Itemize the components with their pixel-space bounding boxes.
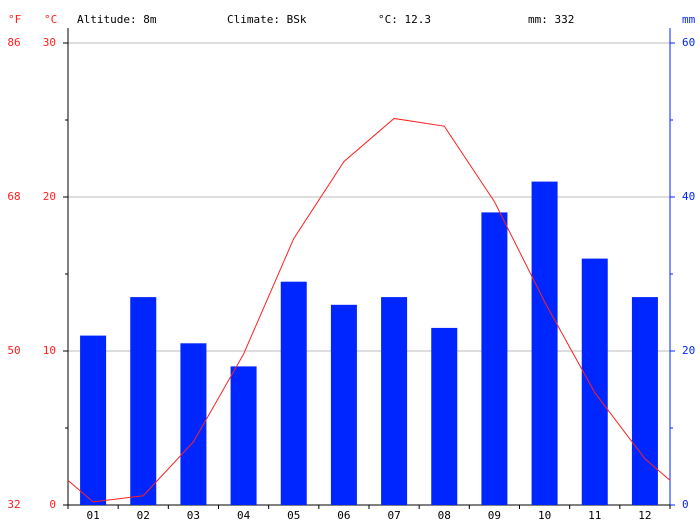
y-tick-label-f: 32 xyxy=(7,498,20,511)
y2-tick-label: 0 xyxy=(682,498,689,511)
y-tick-label: 0 xyxy=(49,498,56,511)
x-tick-label: 09 xyxy=(488,509,501,522)
y-tick-label: 10 xyxy=(43,344,56,357)
bar xyxy=(80,335,107,505)
mean-temp: °C: 12.3 xyxy=(378,13,431,26)
temperature-wrap xyxy=(644,458,671,481)
bar xyxy=(130,297,157,505)
x-tick-label: 12 xyxy=(638,509,651,522)
bar xyxy=(431,327,458,505)
altitude: Altitude: 8m xyxy=(77,13,157,26)
bar xyxy=(330,304,357,505)
y-tick-label-f: 86 xyxy=(7,36,20,49)
y-tick-label: 20 xyxy=(43,190,56,203)
unit-mm: mm xyxy=(682,13,696,26)
x-tick-label: 07 xyxy=(387,509,400,522)
temperature-line xyxy=(93,117,646,503)
unit-f: °F xyxy=(8,13,21,26)
x-tick-label: 01 xyxy=(86,509,99,522)
x-tick-label: 10 xyxy=(538,509,551,522)
y-tick-label-f: 68 xyxy=(7,190,20,203)
bar xyxy=(531,181,558,505)
x-tick-label: 08 xyxy=(438,509,451,522)
x-tick-label: 04 xyxy=(237,509,251,522)
x-tick-label: 11 xyxy=(588,509,601,522)
y2-tick-label: 60 xyxy=(682,36,695,49)
bar xyxy=(631,297,658,505)
bar xyxy=(481,212,508,505)
climate: Climate: BSk xyxy=(227,13,307,26)
x-tick-label: 06 xyxy=(337,509,350,522)
unit-c: °C xyxy=(44,13,57,26)
x-tick-label: 03 xyxy=(187,509,200,522)
y-tick-label: 30 xyxy=(43,36,56,49)
total-precip: mm: 332 xyxy=(528,13,574,26)
x-tick-label: 05 xyxy=(287,509,300,522)
x-tick-label: 02 xyxy=(137,509,150,522)
bar xyxy=(180,343,207,505)
temperature-wrap xyxy=(67,479,94,503)
y-tick-label-f: 50 xyxy=(7,344,20,357)
bar xyxy=(230,366,257,505)
y2-tick-label: 40 xyxy=(682,190,695,203)
bar xyxy=(381,297,408,505)
y2-tick-label: 20 xyxy=(682,344,695,357)
bar xyxy=(581,258,608,505)
bar xyxy=(280,281,307,505)
